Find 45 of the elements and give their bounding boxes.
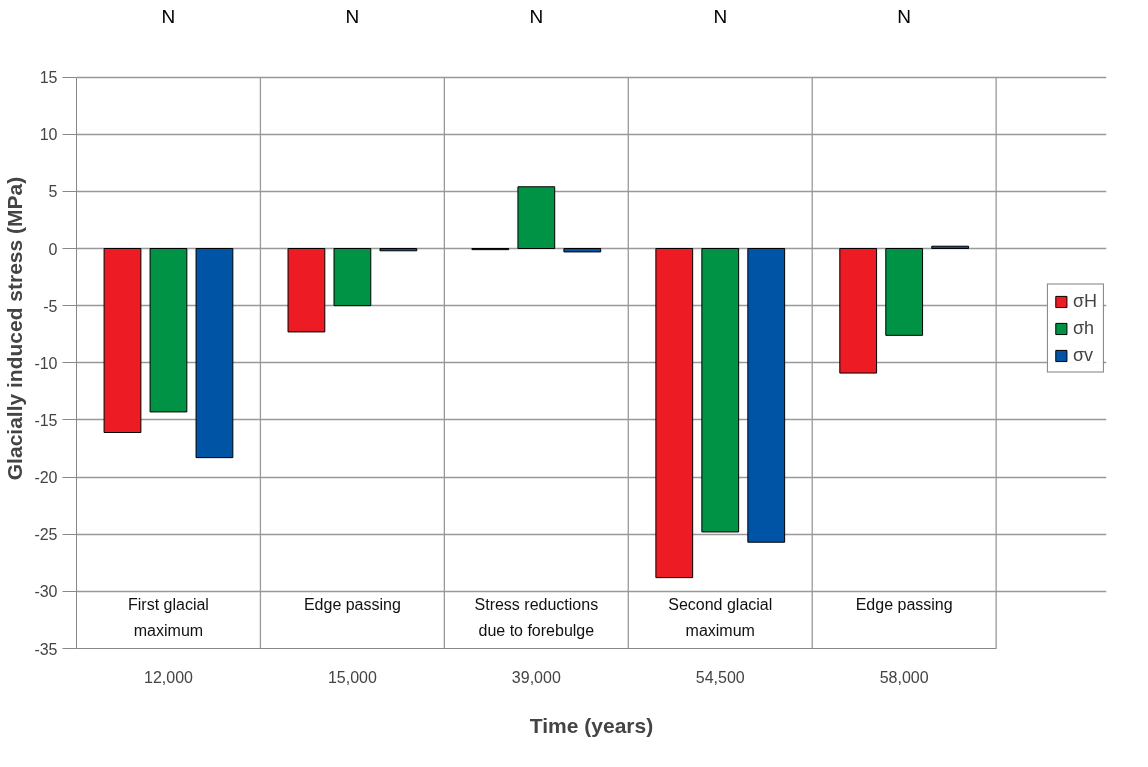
bar xyxy=(931,245,970,249)
bar xyxy=(517,186,556,249)
text: N xyxy=(713,6,728,28)
x-tick-label: 54,500 xyxy=(695,668,745,686)
x-tick-label: 12,000 xyxy=(144,668,194,686)
annotation: First glacial maximum xyxy=(128,595,209,640)
y-tick-label: 0 xyxy=(48,240,58,258)
annotation: Second glacial maximum xyxy=(668,595,773,640)
bar xyxy=(563,248,602,253)
x-axis-title: Time (years) xyxy=(529,713,654,737)
x-tick-label: 15,000 xyxy=(327,668,377,686)
bar xyxy=(839,248,878,374)
legend-label: σH xyxy=(1072,290,1097,312)
legend-label: σh xyxy=(1072,317,1095,339)
x-tick-label: 39,000 xyxy=(511,668,561,686)
bar xyxy=(885,248,924,336)
y-tick-label: -30 xyxy=(34,583,58,601)
bar xyxy=(103,248,142,433)
bar xyxy=(379,248,418,252)
legend-label: σv xyxy=(1072,344,1093,366)
annotation: Edge passing xyxy=(855,595,953,613)
y-tick-label: 5 xyxy=(48,183,58,201)
y-tick-label: 15 xyxy=(39,69,58,87)
annotation: Stress reductions due to forebulge xyxy=(474,595,599,640)
bar xyxy=(747,248,786,543)
text: N xyxy=(529,6,544,28)
text: N xyxy=(161,6,176,28)
bar xyxy=(701,248,740,533)
bar xyxy=(287,248,326,333)
y-tick-label: -10 xyxy=(34,354,58,372)
y-tick-label: -15 xyxy=(34,411,58,429)
bar xyxy=(195,248,234,459)
bar xyxy=(333,248,372,307)
y-axis-title: Glacially induced stress (MPa) xyxy=(3,176,27,481)
bar xyxy=(149,248,188,413)
text: N xyxy=(345,6,360,28)
x-tick-label: 58,000 xyxy=(879,668,929,686)
y-tick-label: -5 xyxy=(43,297,58,315)
text: N xyxy=(897,6,912,28)
y-tick-label: 10 xyxy=(39,126,58,144)
y-tick-label: -35 xyxy=(34,640,58,658)
annotation: Edge passing xyxy=(303,595,401,613)
bar xyxy=(655,248,694,579)
y-tick-label: -20 xyxy=(34,469,58,487)
y-tick-label: -25 xyxy=(34,526,58,544)
